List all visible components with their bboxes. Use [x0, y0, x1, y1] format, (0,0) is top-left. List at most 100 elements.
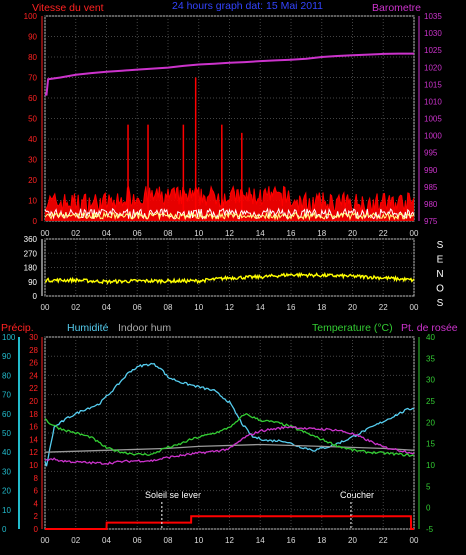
- precip-tick: 28: [29, 346, 38, 355]
- direction-tick: 90: [28, 278, 37, 287]
- barometer-line: [45, 52, 414, 96]
- wind-panel-x-tick: 20: [348, 229, 357, 238]
- humidity-tick: 0: [2, 525, 7, 534]
- temperature-tick: 40: [426, 333, 435, 342]
- barometer-tick: 1000: [424, 132, 442, 141]
- temperature-tick: 20: [426, 418, 435, 427]
- barometer-title: Barometre: [372, 2, 421, 14]
- barometer-tick: 1025: [424, 46, 442, 55]
- humidity-tick: 20: [2, 487, 11, 496]
- direction-tick: 270: [24, 249, 38, 258]
- direction-tick: 360: [24, 235, 38, 244]
- climate-panel-x-tick: 04: [102, 536, 111, 545]
- precip-tick: 24: [29, 371, 38, 380]
- wind-speed-tick: 80: [28, 53, 37, 62]
- climate-panel-x-tick: 12: [225, 536, 234, 545]
- temperature-tick: 15: [426, 440, 435, 449]
- barometer-tick: 985: [424, 183, 438, 192]
- temperature-tick: 10: [426, 461, 435, 470]
- wind-panel-x-tick: 06: [133, 229, 142, 238]
- wind-panel-x-tick: 10: [194, 229, 203, 238]
- humidity-tick: 30: [2, 467, 11, 476]
- wind-panel-x-tick: 16: [287, 229, 296, 238]
- humidity-tick: 60: [2, 410, 11, 419]
- direction-panel-x-tick: 14: [256, 303, 265, 312]
- precip-tick: 14: [29, 435, 38, 444]
- direction-panel-x-tick: 00: [41, 303, 50, 312]
- precip-label: Précip.: [1, 322, 34, 334]
- climate-panel-x-tick: 06: [133, 536, 142, 545]
- wind-speed-tick: 70: [28, 74, 37, 83]
- precip-tick: 4: [34, 499, 39, 508]
- precip-tick: 10: [29, 461, 38, 470]
- climate-panel-x-tick: 20: [348, 536, 357, 545]
- direction-letter: E: [437, 255, 444, 266]
- barometer-tick: 1035: [424, 12, 442, 21]
- climate-panel-x-tick: 00: [410, 536, 419, 545]
- direction-tick: 180: [24, 264, 38, 273]
- climate-panel-x-tick: 16: [287, 536, 296, 545]
- direction-line: [44, 271, 415, 285]
- barometer-tick: 1015: [424, 80, 442, 89]
- barometer-tick: 980: [424, 200, 438, 209]
- precip-tick: 8: [34, 474, 39, 483]
- temperature-tick: -5: [426, 525, 434, 534]
- wind-panel-x-tick: 22: [379, 229, 388, 238]
- indoor-hum-label: Indoor hum: [118, 322, 171, 334]
- barometer-tick: 975: [424, 217, 438, 226]
- precip-tick: 6: [34, 487, 39, 496]
- wind-speed-tick: 40: [28, 135, 37, 144]
- wind-low-line: [44, 210, 415, 221]
- climate-panel-x-tick: 00: [41, 536, 50, 545]
- precip-tick: 20: [29, 397, 38, 406]
- temperature-tick: 0: [426, 504, 431, 513]
- climate-panel-x-tick: 08: [164, 536, 173, 545]
- wind-speed-tick: 100: [24, 12, 38, 21]
- wind-panel-x-tick: 14: [256, 229, 265, 238]
- graph-date-title: 24 hours graph dat: 15 Mai 2011: [172, 0, 323, 12]
- humidity-tick: 10: [2, 506, 11, 515]
- direction-panel-x-tick: 12: [225, 303, 234, 312]
- wind-panel-x-tick: 04: [102, 229, 111, 238]
- barometer-tick: 1005: [424, 115, 442, 124]
- humidity-line: [44, 362, 415, 467]
- wind-panel-x-tick: 12: [225, 229, 234, 238]
- direction-panel-x-tick: 04: [102, 303, 111, 312]
- direction-letter: S: [437, 298, 444, 309]
- dewpoint-line: [44, 425, 415, 466]
- temperature-tick: 25: [426, 397, 435, 406]
- climate-panel-x-tick: 14: [256, 536, 265, 545]
- wind-panel-x-tick: 00: [410, 229, 419, 238]
- wind-panel-x-tick: 08: [164, 229, 173, 238]
- humidity-tick: 40: [2, 448, 11, 457]
- barometer-tick: 1010: [424, 97, 442, 106]
- precip-tick: 22: [29, 384, 38, 393]
- direction-panel-x-tick: 10: [194, 303, 203, 312]
- wind-speed-tick: 50: [28, 115, 37, 124]
- direction-panel-x-tick: 18: [317, 303, 326, 312]
- wind-panel-x-tick: 18: [317, 229, 326, 238]
- precip-tick: 2: [34, 512, 39, 521]
- barometer-tick: 1020: [424, 63, 442, 72]
- wind-speed-tick: 20: [28, 176, 37, 185]
- temperature-tick: 30: [426, 376, 435, 385]
- temperature-line: [44, 412, 415, 457]
- sunrise-annotation: Soleil se lever: [145, 490, 201, 500]
- barometer-tick: 1030: [424, 29, 442, 38]
- precip-tick: 12: [29, 448, 38, 457]
- sunset-annotation: Coucher: [340, 490, 374, 500]
- direction-letter: S: [437, 240, 444, 251]
- precip-tick: 30: [29, 333, 38, 342]
- direction-panel-x-tick: 02: [71, 303, 80, 312]
- precip-tick: 16: [29, 423, 38, 432]
- precip-tick: 18: [29, 410, 38, 419]
- dewpoint-label: Pt. de rosée: [401, 322, 458, 334]
- humidity-tick: 100: [2, 333, 16, 342]
- precip-tick: 0: [34, 525, 39, 534]
- wind-speed-tick: 90: [28, 33, 37, 42]
- climate-panel-x-tick: 22: [379, 536, 388, 545]
- direction-panel-x-tick: 16: [287, 303, 296, 312]
- barometer-tick: 990: [424, 166, 438, 175]
- humidity-label: Humidité: [67, 322, 109, 334]
